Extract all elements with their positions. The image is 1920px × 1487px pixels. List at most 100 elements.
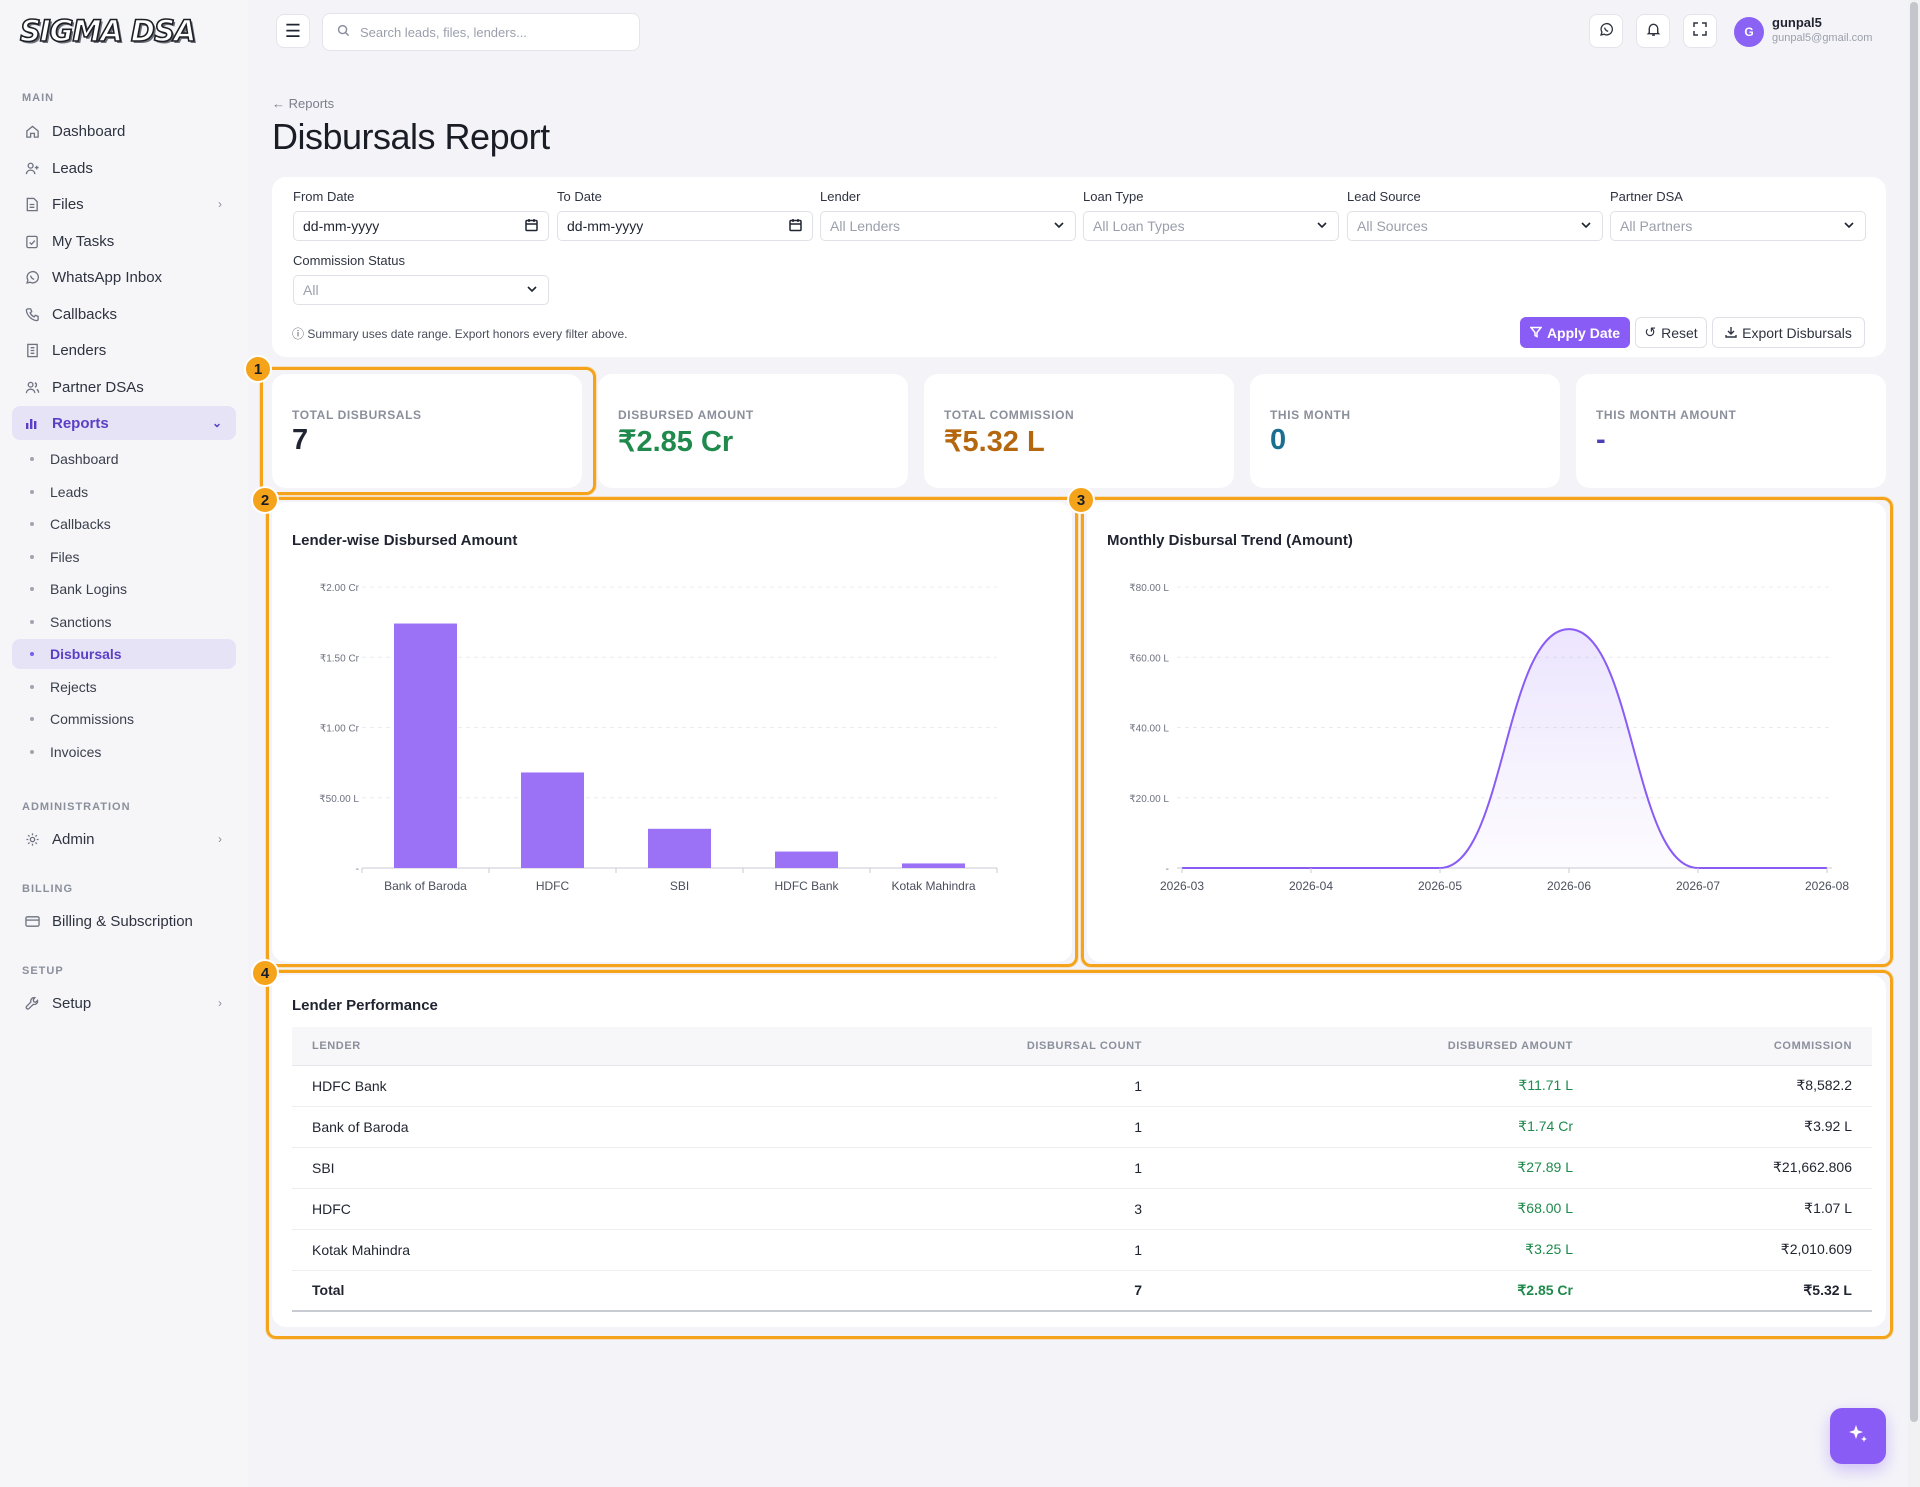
- filters-panel: From Date dd-mm-yyyy To Date dd-mm-yyyy …: [272, 177, 1886, 357]
- x-tick-label: 2026-06: [1547, 879, 1591, 893]
- sidebar-item-billing[interactable]: Billing & Subscription: [12, 904, 236, 938]
- app-logo[interactable]: SIGMA DSA: [19, 13, 197, 49]
- filter-note: ⓘ Summary uses date range. Export honors…: [292, 325, 628, 342]
- ai-assistant-button[interactable]: [1830, 1408, 1886, 1464]
- search-box[interactable]: [322, 13, 640, 51]
- sidebar-item-whatsapp-inbox[interactable]: WhatsApp Inbox: [12, 260, 236, 294]
- table-row: HDFC Bank 1 ₹11.71 L ₹8,582.2: [292, 1065, 1872, 1107]
- sidebar-item-admin[interactable]: Admin ›: [12, 822, 236, 856]
- sidebar-item-dashboard[interactable]: Dashboard: [12, 114, 236, 148]
- sidebar-item-leads[interactable]: Leads: [12, 151, 236, 185]
- table-row: HDFC 3 ₹68.00 L ₹1.07 L: [292, 1188, 1872, 1230]
- sub-item-callbacks[interactable]: Callbacks: [12, 509, 236, 539]
- export-disbursals-button[interactable]: Export Disbursals: [1712, 317, 1865, 348]
- sub-item-leads[interactable]: Leads: [12, 477, 236, 507]
- breadcrumb[interactable]: ← Reports: [272, 96, 334, 111]
- lender-cell: Bank of Baroda: [292, 1106, 852, 1148]
- chevron-right-icon: ›: [218, 832, 222, 846]
- stat-value: 7: [292, 424, 309, 456]
- sidebar-item-label: Lenders: [52, 341, 107, 359]
- amount-cell: ₹1.74 Cr: [1162, 1106, 1593, 1148]
- sub-item-label: Sanctions: [50, 614, 112, 630]
- column-header[interactable]: COMMISSION: [1593, 1027, 1872, 1066]
- stat-value: 0: [1270, 424, 1287, 456]
- count-cell: 1: [852, 1065, 1162, 1107]
- y-tick-label: ₹80.00 L: [1129, 583, 1169, 594]
- filter-icon: [1529, 325, 1543, 341]
- partner-dsa-select[interactable]: All Partners: [1610, 211, 1866, 241]
- y-tick-label: ₹40.00 L: [1129, 724, 1169, 735]
- lender-cell: HDFC Bank: [292, 1065, 852, 1107]
- home-icon: [24, 123, 40, 139]
- chevron-right-icon: ›: [218, 197, 222, 211]
- sidebar-item-label: Setup: [52, 994, 92, 1012]
- sparkle-icon: [1846, 1422, 1870, 1450]
- stat-label: TOTAL COMMISSION: [944, 408, 1075, 422]
- loan-type-label: Loan Type: [1083, 189, 1144, 204]
- lead-source-select[interactable]: All Sources: [1347, 211, 1603, 241]
- column-header[interactable]: LENDER: [292, 1027, 852, 1066]
- fullscreen-button[interactable]: [1683, 14, 1717, 48]
- sub-item-commissions[interactable]: Commissions: [12, 704, 236, 734]
- users-icon: [24, 379, 40, 395]
- scrollbar-thumb[interactable]: [1910, 2, 1918, 1422]
- column-header[interactable]: DISBURSAL COUNT: [852, 1027, 1162, 1066]
- avatar[interactable]: G: [1734, 17, 1764, 47]
- calendar-icon[interactable]: [789, 218, 802, 235]
- to-date-label: To Date: [557, 189, 602, 204]
- sub-item-rejects[interactable]: Rejects: [12, 672, 236, 702]
- sidebar-item-partner-dsas[interactable]: Partner DSAs: [12, 370, 236, 404]
- sub-item-files[interactable]: Files: [12, 542, 236, 572]
- commission-cell: ₹3.92 L: [1593, 1106, 1872, 1148]
- bell-icon: [1646, 22, 1661, 41]
- sidebar-item-reports[interactable]: Reports ⌄: [12, 406, 236, 440]
- sub-item-invoices[interactable]: Invoices: [12, 737, 236, 767]
- export-label: Export Disbursals: [1742, 324, 1852, 341]
- whatsapp-button[interactable]: [1589, 14, 1623, 48]
- reset-button[interactable]: ↺ Reset: [1635, 317, 1707, 348]
- lender-select[interactable]: All Lenders: [820, 211, 1076, 241]
- sub-item-bank-logins[interactable]: Bank Logins: [12, 574, 236, 604]
- stat-value: ₹5.32 L: [944, 426, 1045, 458]
- sidebar-item-label: Admin: [52, 830, 95, 848]
- from-date-value: dd-mm-yyyy: [303, 218, 380, 234]
- notifications-button[interactable]: [1636, 14, 1670, 48]
- loan-type-select[interactable]: All Loan Types: [1083, 211, 1339, 241]
- to-date-input[interactable]: dd-mm-yyyy: [557, 211, 813, 241]
- y-tick-label: -: [356, 864, 359, 875]
- column-header[interactable]: DISBURSED AMOUNT: [1162, 1027, 1593, 1066]
- bar: [394, 623, 457, 868]
- sub-item-disbursals[interactable]: Disbursals: [12, 639, 236, 669]
- y-tick-label: -: [1166, 864, 1169, 875]
- y-tick-label: ₹50.00 L: [319, 794, 359, 805]
- calendar-icon[interactable]: [525, 218, 538, 235]
- stat-card-this-month: THIS MONTH 0: [1250, 374, 1560, 488]
- bar: [775, 851, 838, 868]
- hamburger-icon: ☰: [284, 20, 302, 41]
- sidebar-item-my-tasks[interactable]: My Tasks: [12, 224, 236, 258]
- lender-performance-card: Lender Performance LENDER DISBURSAL COUN…: [272, 975, 1886, 1327]
- stat-value: ₹2.85 Cr: [618, 426, 734, 458]
- commission-status-select[interactable]: All: [293, 275, 549, 305]
- lender-label: Lender: [820, 189, 861, 204]
- user-name[interactable]: gunpal5: [1772, 15, 1822, 30]
- lender-cell: SBI: [292, 1147, 852, 1189]
- menu-toggle-button[interactable]: ☰: [276, 14, 310, 48]
- sidebar-item-lenders[interactable]: Lenders: [12, 333, 236, 367]
- highlight-badge-3: 3: [1067, 486, 1095, 514]
- apply-date-button[interactable]: Apply Date: [1520, 317, 1630, 348]
- sidebar-item-label: Callbacks: [52, 305, 118, 323]
- sub-item-label: Commissions: [50, 711, 135, 727]
- page-scrollbar[interactable]: [1908, 0, 1920, 1487]
- bar: [902, 863, 965, 868]
- sidebar-item-setup[interactable]: Setup ›: [12, 986, 236, 1020]
- sidebar-item-callbacks[interactable]: Callbacks: [12, 297, 236, 331]
- x-tick-label: HDFC: [536, 879, 570, 893]
- sub-item-sanctions[interactable]: Sanctions: [12, 607, 236, 637]
- sidebar-item-files[interactable]: Files ›: [12, 187, 236, 221]
- bullet-icon: [30, 555, 34, 559]
- partner-dsa-value: All Partners: [1620, 218, 1693, 234]
- sub-item-dashboard[interactable]: Dashboard: [12, 444, 236, 474]
- search-input[interactable]: [360, 24, 620, 40]
- from-date-input[interactable]: dd-mm-yyyy: [293, 211, 549, 241]
